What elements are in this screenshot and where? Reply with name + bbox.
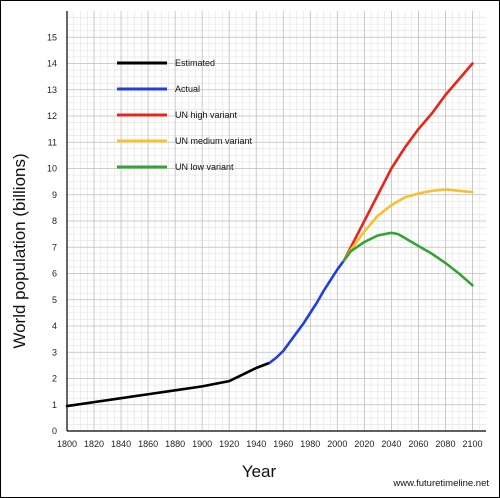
series-line-actual xyxy=(268,259,346,365)
x-tick-label: 1860 xyxy=(138,439,158,449)
legend-label-un-medium-variant: UN medium variant xyxy=(175,136,253,146)
legend-label-actual: Actual xyxy=(175,84,200,94)
legend: Estimated Actual UN high variant UN medium … xyxy=(117,58,253,172)
y-tick-label: 3 xyxy=(52,347,57,357)
x-tick-label: 1880 xyxy=(165,439,185,449)
y-tick-label: 4 xyxy=(52,321,57,331)
y-tick-label: 11 xyxy=(48,137,57,147)
y-tick-label: 14 xyxy=(47,59,57,69)
y-tick-label: 10 xyxy=(47,164,57,174)
x-axis-title: Year xyxy=(242,462,277,481)
y-tick-label: 6 xyxy=(52,269,57,279)
series-line-estimated xyxy=(65,361,272,408)
legend-label-estimated: Estimated xyxy=(175,58,215,68)
x-tick-label: 2060 xyxy=(408,439,428,449)
source-credit: www.futuretimeline.net xyxy=(392,478,489,489)
x-tick-label: 1840 xyxy=(111,439,131,449)
y-tick-label: 7 xyxy=(52,242,57,252)
x-tick-label: 2080 xyxy=(435,439,455,449)
x-tick-label: 1960 xyxy=(273,439,293,449)
x-tick-label: 1800 xyxy=(57,439,77,449)
axes xyxy=(66,11,486,432)
x-tick-label: 2040 xyxy=(381,439,401,449)
x-tick-label: 2000 xyxy=(327,439,347,449)
x-tick-label: 1980 xyxy=(300,439,320,449)
y-tick-label: 9 xyxy=(52,190,57,200)
x-tick-label: 1940 xyxy=(246,439,266,449)
x-tick-label: 1820 xyxy=(84,439,104,449)
series-lines xyxy=(65,62,474,408)
series-line-un-low-variant xyxy=(342,231,474,287)
y-tick-label: 0 xyxy=(52,426,57,436)
y-tick-label: 12 xyxy=(47,111,57,121)
y-tick-label: 2 xyxy=(52,374,57,384)
y-tick-label: 8 xyxy=(52,216,57,226)
series-line-un-medium-variant xyxy=(342,188,474,262)
x-tick-labels: 1800 1820 1840 1860 1880 1900 1920 1940 1960 1980… xyxy=(57,439,483,449)
y-tick-label: 5 xyxy=(52,295,57,305)
legend-label-un-high-variant: UN high variant xyxy=(175,110,238,120)
x-tick-label: 2100 xyxy=(462,439,482,449)
x-tick-label: 1920 xyxy=(219,439,239,449)
y-tick-label: 15 xyxy=(47,32,57,42)
y-axis-title: World population (billions) xyxy=(10,153,29,348)
x-tick-label: 1900 xyxy=(192,439,212,449)
y-tick-label: 1 xyxy=(52,400,57,410)
x-tick-label: 2020 xyxy=(354,439,374,449)
legend-label-un-low-variant: UN low variant xyxy=(175,162,234,172)
series-line-un-high-variant xyxy=(342,62,474,262)
y-tick-label: 13 xyxy=(47,85,57,95)
